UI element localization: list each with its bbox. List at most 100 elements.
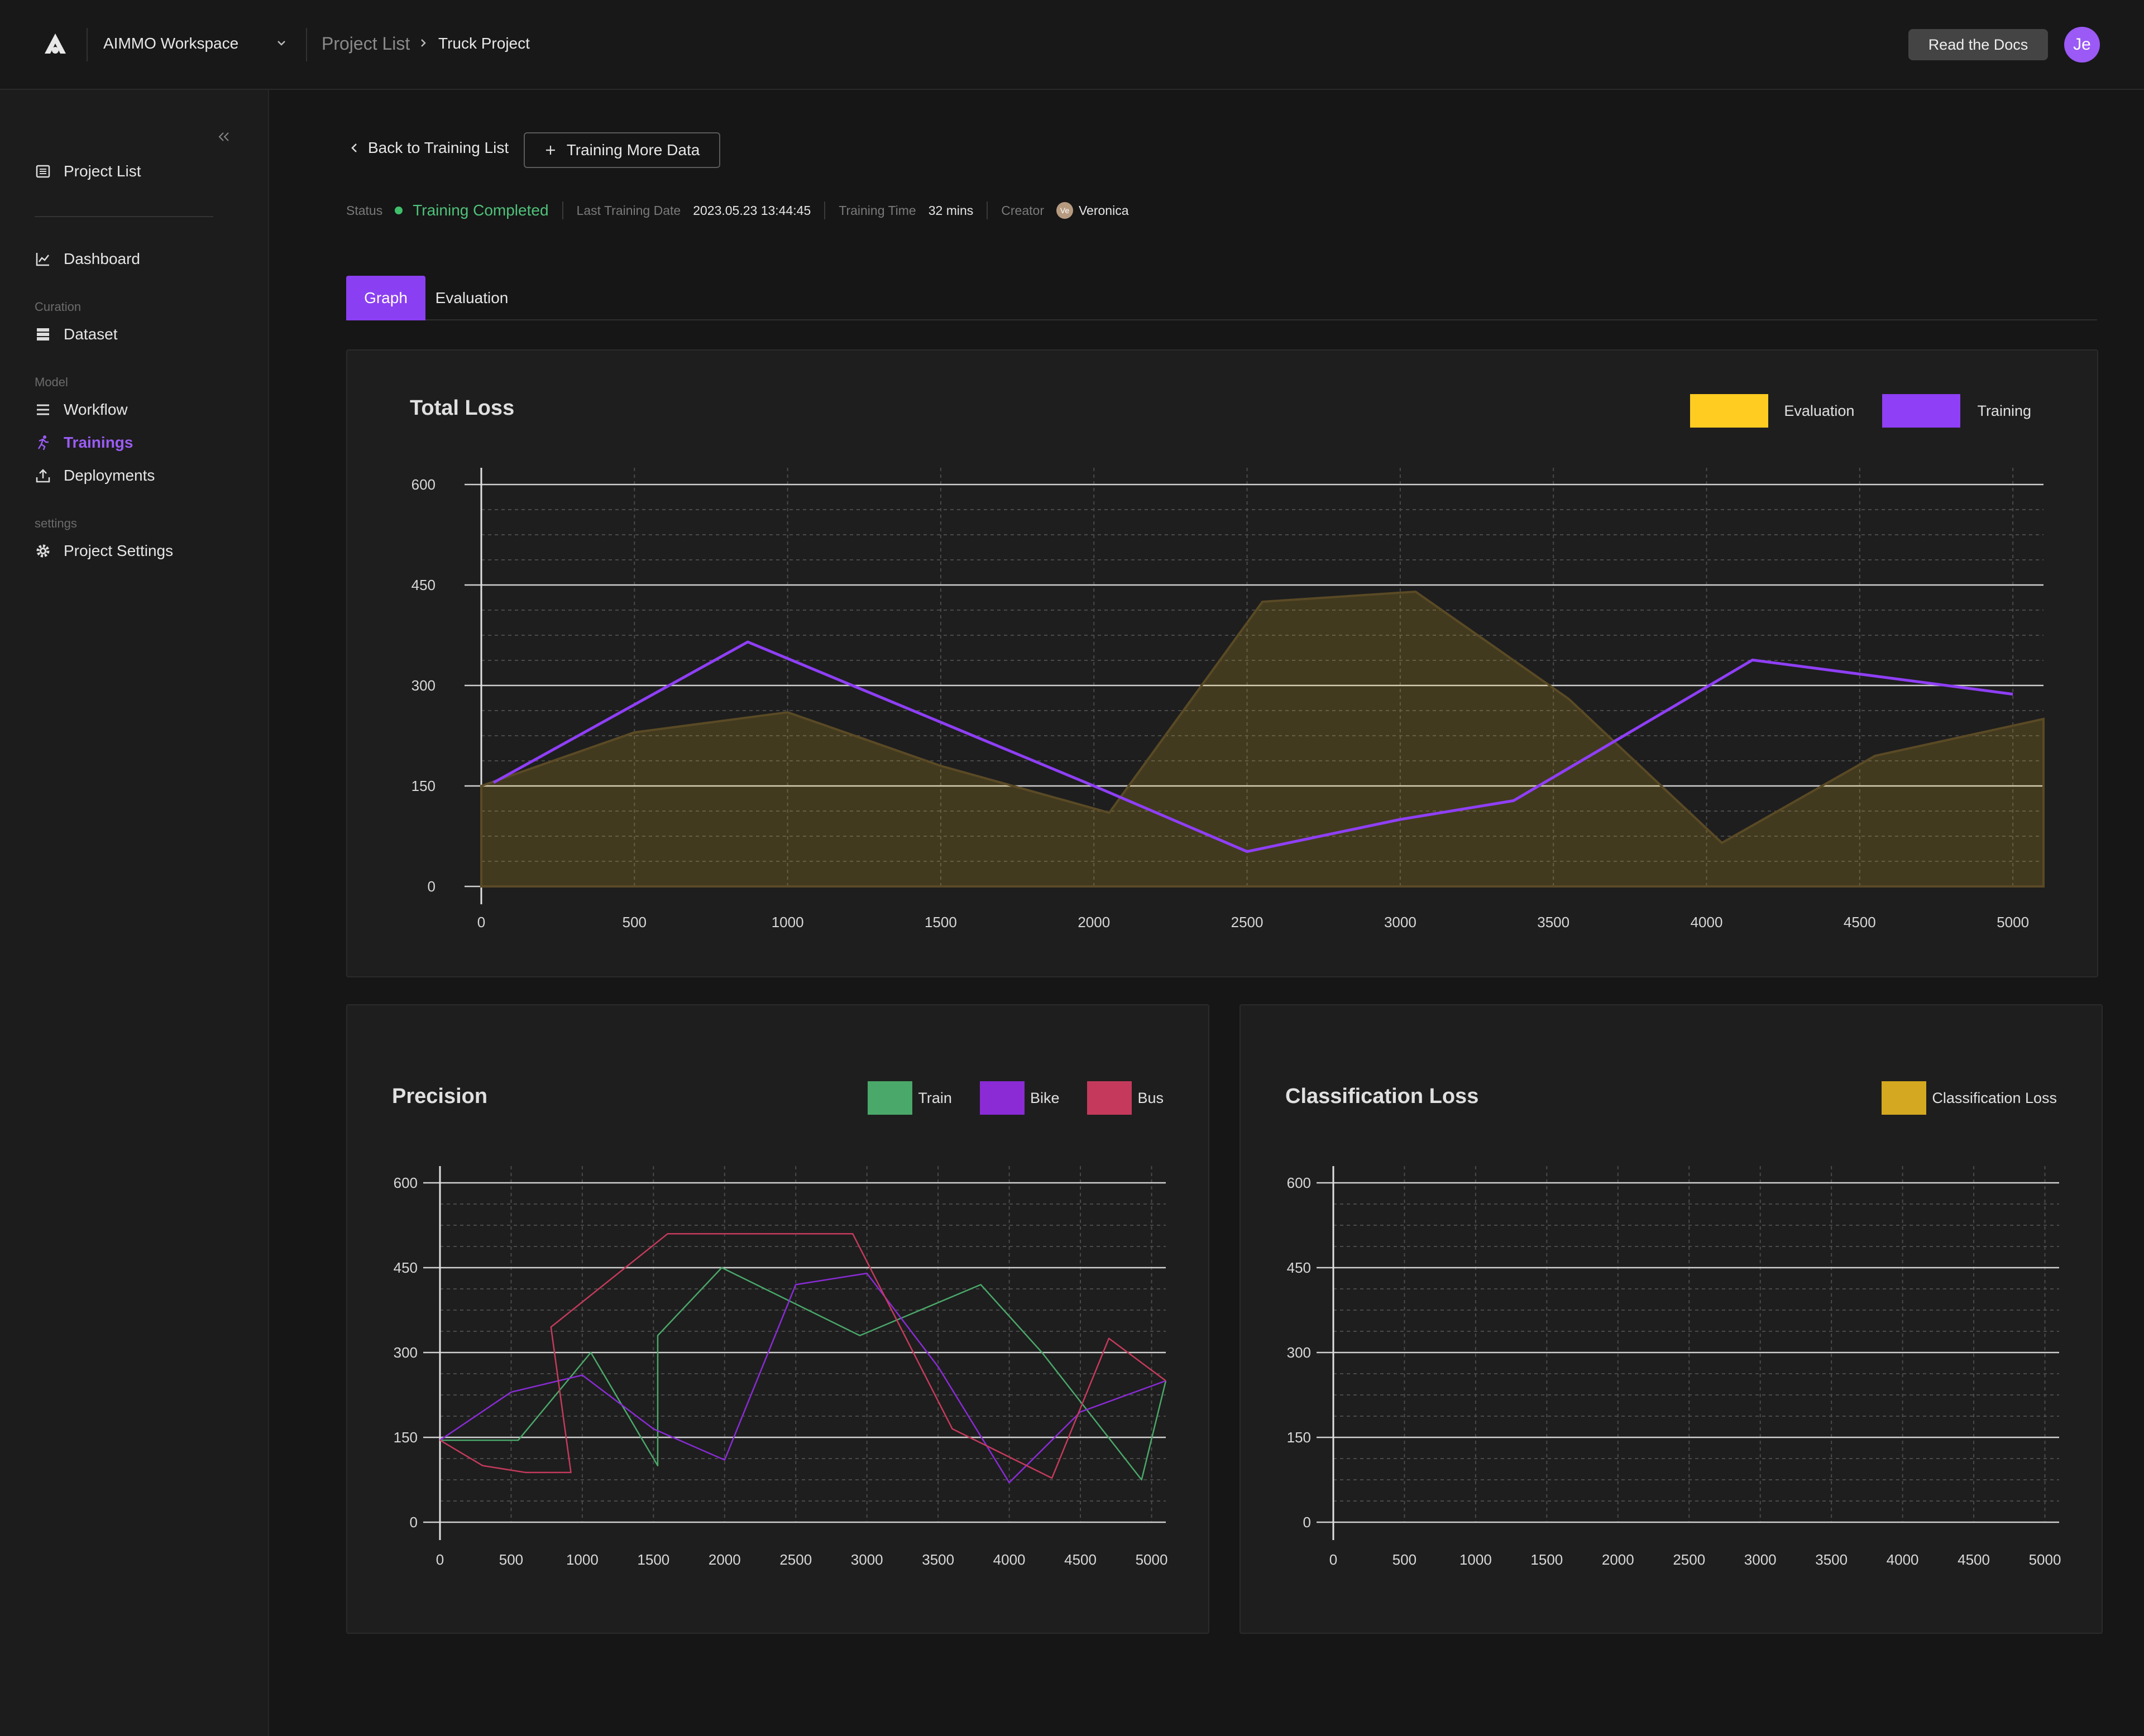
y-tick-label: 150 [394, 1429, 418, 1446]
group-label-curation: Curation [35, 300, 82, 314]
chart-title: Classification Loss [1285, 1085, 1479, 1108]
y-tick-label: 150 [411, 778, 436, 794]
legend-swatch-bus [1087, 1081, 1132, 1115]
chevron-left-icon [351, 143, 357, 152]
status-dot-icon [395, 207, 403, 214]
creator-name: Veronica [1078, 203, 1129, 218]
x-tick-label: 4000 [1691, 914, 1723, 931]
chart-legend: Classification Loss [1882, 1081, 2057, 1115]
breadcrumb-current: Truck Project [438, 35, 530, 52]
x-tick-label: 3500 [922, 1551, 954, 1568]
group-label-model: Model [35, 375, 68, 389]
series-area-evaluation [480, 590, 2045, 888]
last-training-date-value: 2023.05.23 13:44:45 [693, 203, 811, 218]
collapse-sidebar-icon[interactable] [217, 130, 231, 143]
back-to-training-list-button[interactable]: Back to Training List [349, 139, 509, 157]
tab-evaluation[interactable]: Evaluation [435, 289, 509, 306]
sidebar-item-label: Trainings [64, 434, 133, 451]
y-tick-label: 0 [1303, 1514, 1311, 1531]
tab-bar: Graph Evaluation [346, 276, 2097, 320]
database-icon [37, 328, 49, 341]
sidebar-item-workflow[interactable]: Workflow [35, 401, 128, 419]
sidebar-item-label: Project Settings [64, 542, 174, 559]
y-tick-label: 450 [411, 577, 436, 593]
x-tick-label: 4500 [1958, 1551, 1990, 1568]
x-tick-label: 3000 [1744, 1551, 1777, 1568]
main-content: Back to Training List Training More Data… [269, 90, 2144, 1736]
x-tick-label: 1000 [772, 914, 804, 931]
training-status-row: Status Training Completed Last Training … [346, 199, 1129, 222]
y-tick-label: 300 [1287, 1344, 1311, 1361]
divider [35, 216, 213, 217]
divider [87, 28, 88, 61]
x-tick-label: 4500 [1844, 914, 1876, 931]
x-tick-label: 1000 [1459, 1551, 1492, 1568]
legend-swatch-bike [979, 1081, 1025, 1115]
read-docs-button[interactable]: Read the Docs [1908, 29, 2048, 60]
sidebar-item-deployments[interactable]: Deployments [35, 467, 155, 485]
breadcrumb-project-list[interactable]: Project List [322, 33, 410, 54]
x-tick-label: 1500 [637, 1551, 669, 1568]
series-line-bike [439, 1272, 1166, 1484]
series-line-training [492, 640, 2013, 853]
legend-swatch-evaluation [1690, 394, 1769, 428]
avatar[interactable]: Je [2064, 27, 2100, 63]
divider [987, 202, 988, 219]
x-tick-label: 500 [499, 1551, 523, 1568]
x-tick-label: 2500 [779, 1551, 812, 1568]
x-tick-label: 2000 [1078, 914, 1110, 931]
x-tick-label: 3500 [1537, 914, 1569, 931]
chevron-down-icon[interactable] [275, 37, 288, 49]
chevron-right-icon [421, 39, 426, 47]
more-label: Training More Data [566, 141, 700, 159]
sidebar-item-dataset[interactable]: Dataset [35, 325, 118, 343]
sidebar-item-trainings[interactable]: Trainings [35, 434, 133, 452]
y-tick-label: 450 [394, 1259, 418, 1276]
x-tick-label: 1000 [566, 1551, 599, 1568]
x-tick-label: 0 [1329, 1551, 1337, 1568]
x-tick-label: 500 [623, 914, 647, 931]
chart-title: Total Loss [410, 396, 515, 420]
series-line-bus [439, 1233, 1166, 1479]
training-time-value: 32 mins [928, 203, 974, 218]
y-tick-label: 0 [410, 1514, 418, 1531]
legend-swatch-train [868, 1081, 913, 1115]
x-tick-label: 1500 [1530, 1551, 1563, 1568]
legend-label-train: Train [918, 1089, 952, 1106]
sidebar-item-dashboard[interactable]: Dashboard [35, 250, 140, 268]
legend-label-training: Training [1977, 402, 2031, 419]
x-tick-label: 500 [1392, 1551, 1416, 1568]
gear-icon [36, 544, 50, 558]
last-training-date-label: Last Training Date [576, 203, 681, 218]
y-tick-label: 600 [411, 476, 436, 493]
x-tick-label: 2000 [709, 1551, 741, 1568]
sidebar-item-project-settings[interactable]: Project Settings [35, 542, 173, 560]
y-tick-label: 600 [394, 1174, 418, 1191]
total-loss-chart: 0 150 300 450 600 0 500 1000 1500 2000 2500 3000 350… [411, 468, 2045, 931]
legend-label-evaluation: Evaluation [1784, 402, 1855, 419]
top-bar: AIMMO Workspace Project List Truck Proje… [0, 0, 2144, 90]
list-icon [36, 165, 50, 178]
x-tick-label: 5000 [1997, 914, 2029, 931]
legend-swatch-training [1882, 394, 1961, 428]
workspace-name[interactable]: AIMMO Workspace [103, 35, 239, 52]
divider [562, 202, 563, 219]
x-tick-label: 2500 [1673, 1551, 1705, 1568]
status-label: Status [346, 203, 383, 218]
y-tick-label: 300 [411, 677, 436, 694]
series-line-train [440, 1267, 1167, 1481]
classification-loss-chart: 0 150 300 450 600 0 500 1000 1500 2000 2500 3000 350… [1287, 1166, 2061, 1568]
y-tick-label: 450 [1287, 1259, 1311, 1276]
x-tick-label: 3000 [1384, 914, 1416, 931]
legend-label-bike: Bike [1030, 1089, 1060, 1106]
x-tick-label: 3500 [1815, 1551, 1848, 1568]
x-tick-label: 5000 [1136, 1551, 1168, 1568]
chart-title: Precision [392, 1085, 488, 1108]
x-tick-label: 4000 [1887, 1551, 1919, 1568]
tab-graph[interactable]: Graph [346, 276, 425, 320]
y-tick-label: 0 [428, 878, 436, 895]
divider [306, 28, 307, 61]
aimmo-logo-icon[interactable] [41, 31, 69, 57]
sidebar-item-project-list[interactable]: Project List [35, 162, 141, 180]
training-more-data-button[interactable]: Training More Data [524, 132, 720, 168]
